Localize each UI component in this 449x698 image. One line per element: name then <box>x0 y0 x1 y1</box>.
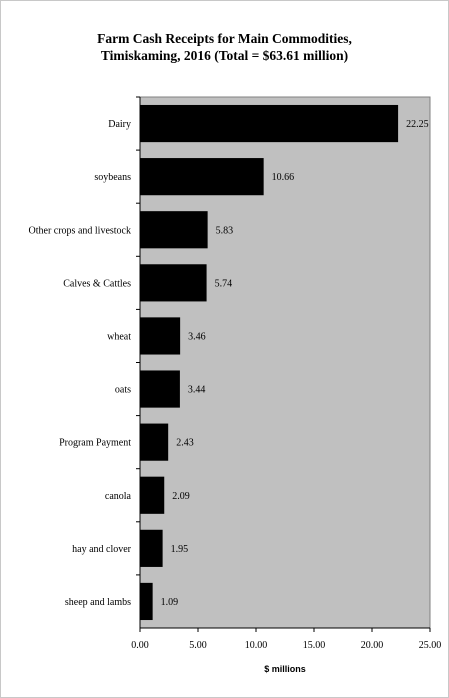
axes-group: 0.00 5.00 10.00 15.00 20.00 25.00 <box>131 97 441 651</box>
chart-title-line-1: Farm Cash Receipts for Main Commodities, <box>97 31 352 46</box>
bar-value-label: 3.44 <box>188 385 206 396</box>
bar-value-label: 2.09 <box>172 491 190 502</box>
bar <box>140 104 399 143</box>
chart-title: Farm Cash Receipts for Main Commodities,… <box>0 30 449 64</box>
bar <box>140 476 165 514</box>
bar-value-label: 5.83 <box>216 225 234 236</box>
bar <box>140 582 153 621</box>
x-tick-label: 5.00 <box>189 640 207 651</box>
x-axis-label: $ millions <box>264 664 306 674</box>
category-label: Other crops and livestock <box>29 225 131 236</box>
bar <box>140 158 264 196</box>
bar-value-label: 5.74 <box>215 278 233 289</box>
bar-value-label: 1.09 <box>161 597 179 608</box>
x-tick-label: 25.00 <box>419 640 442 651</box>
x-tick-label: 10.00 <box>245 640 268 651</box>
category-label: canola <box>105 491 132 502</box>
category-label: Program Payment <box>59 438 131 449</box>
bar-value-label: 22.25 <box>406 119 429 130</box>
bar <box>140 529 163 567</box>
bar <box>140 211 208 249</box>
bar <box>140 264 207 302</box>
bar-value-label: 1.95 <box>171 544 189 555</box>
category-label: sheep and lambs <box>65 597 131 608</box>
bar <box>140 317 181 355</box>
category-label: hay and clover <box>72 544 132 555</box>
category-label: Calves & Cattles <box>63 278 131 289</box>
category-label: soybeans <box>94 172 131 183</box>
x-tick-label: 0.00 <box>131 640 149 651</box>
category-label: oats <box>115 385 131 396</box>
bar-value-label: 3.46 <box>188 331 206 342</box>
bar-value-label: 10.66 <box>272 172 295 183</box>
x-tick-label: 15.00 <box>303 640 326 651</box>
chart-title-line-2: Timiskaming, 2016 (Total = $63.61 millio… <box>100 48 349 63</box>
x-tick-label: 20.00 <box>361 640 384 651</box>
bar <box>140 370 180 408</box>
bars-group: 22.25 Dairy 10.66 soybeans 5.83 Other crops a… <box>29 96 429 621</box>
bar-value-label: 2.43 <box>176 438 194 449</box>
bar <box>140 423 169 461</box>
category-label: wheat <box>107 331 131 342</box>
category-label: Dairy <box>108 119 131 130</box>
